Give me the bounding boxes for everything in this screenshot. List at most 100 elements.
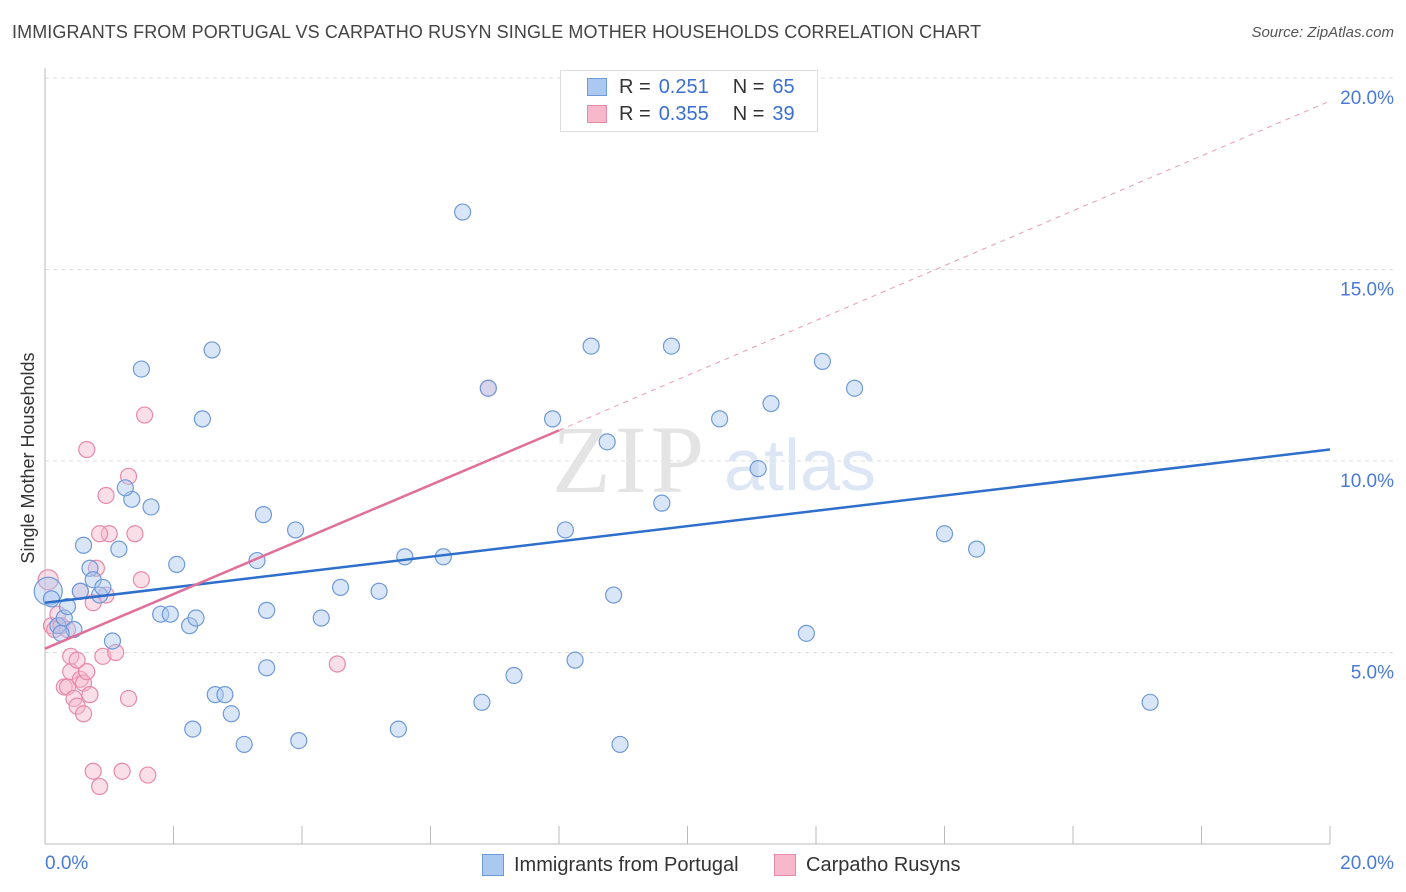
axes: Single Mother Households bbox=[18, 68, 1331, 845]
point-carpatho bbox=[81, 686, 99, 704]
trend-line-carpatho-extension bbox=[558, 100, 1331, 431]
point-portugal bbox=[290, 731, 308, 750]
y-tick-label: 5.0% bbox=[1351, 663, 1394, 684]
trend-line-portugal bbox=[44, 448, 1331, 604]
watermark-zip: ZIP bbox=[552, 406, 708, 513]
point-carpatho bbox=[37, 569, 59, 591]
chart-title: IMMIGRANTS FROM PORTUGAL VS CARPATHO RUS… bbox=[12, 22, 982, 42]
point-portugal bbox=[142, 498, 160, 516]
point-portugal bbox=[797, 624, 815, 642]
point-portugal bbox=[845, 379, 864, 397]
point-portugal bbox=[235, 735, 253, 754]
point-portugal bbox=[611, 735, 629, 754]
legend-item-portugal: Immigrants from Portugal bbox=[482, 852, 739, 878]
legend-r-value: 0.251 bbox=[658, 75, 709, 98]
legend-r-value: 0.355 bbox=[658, 102, 709, 125]
legend-item-carpatho: Carpatho Rusyns bbox=[774, 852, 961, 878]
point-portugal bbox=[813, 352, 832, 371]
point-portugal bbox=[389, 720, 407, 738]
point-carpatho bbox=[119, 689, 138, 708]
legend-row-carpatho: R = 0.355 N = 39 bbox=[587, 102, 795, 126]
point-portugal bbox=[58, 597, 77, 616]
y-tick-label: 20.0% bbox=[1340, 88, 1394, 109]
point-portugal bbox=[1141, 693, 1159, 711]
legend-swatch-portugal bbox=[482, 854, 504, 876]
point-portugal bbox=[370, 582, 388, 600]
point-portugal bbox=[749, 460, 767, 478]
point-carpatho bbox=[328, 655, 346, 673]
point-portugal bbox=[222, 705, 240, 723]
point-portugal bbox=[543, 410, 562, 428]
point-portugal bbox=[184, 720, 202, 738]
point-carpatho bbox=[135, 406, 154, 424]
point-carpatho bbox=[78, 663, 96, 681]
point-carpatho bbox=[94, 647, 112, 665]
point-carpatho bbox=[91, 525, 109, 543]
point-portugal bbox=[598, 433, 616, 451]
point-carpatho bbox=[126, 525, 144, 543]
point-carpatho bbox=[100, 525, 118, 543]
point-portugal bbox=[116, 479, 134, 497]
point-portugal bbox=[216, 686, 234, 704]
point-carpatho bbox=[113, 762, 131, 780]
point-portugal bbox=[653, 494, 671, 512]
point-carpatho bbox=[132, 571, 150, 589]
point-portugal bbox=[168, 555, 186, 574]
y-axis-title: Single Mother Households bbox=[18, 352, 38, 563]
legend-n-value: 39 bbox=[772, 102, 795, 125]
point-portugal bbox=[187, 609, 205, 627]
point-portugal bbox=[711, 410, 729, 428]
point-carpatho bbox=[97, 486, 115, 505]
x-tick-label: 20.0% bbox=[1340, 853, 1394, 874]
point-portugal bbox=[454, 203, 472, 221]
legend-n-label: N = bbox=[732, 75, 765, 98]
point-portugal bbox=[505, 666, 523, 685]
point-carpatho bbox=[74, 705, 93, 723]
legend-label-portugal: Immigrants from Portugal bbox=[514, 853, 739, 876]
point-portugal bbox=[203, 341, 221, 359]
point-portugal bbox=[258, 601, 276, 619]
legend-row-portugal: R = 0.251 N = 65 bbox=[587, 75, 795, 99]
point-portugal bbox=[132, 360, 150, 378]
point-portugal bbox=[582, 337, 600, 355]
grid-lines bbox=[45, 77, 1394, 653]
point-portugal bbox=[110, 540, 128, 558]
source-label: Source: ZipAtlas.com bbox=[1251, 24, 1394, 41]
legend-r-label: R = bbox=[619, 102, 651, 125]
point-portugal bbox=[103, 632, 122, 650]
legend-swatch-portugal bbox=[587, 78, 607, 96]
point-portugal bbox=[935, 525, 954, 543]
point-carpatho bbox=[68, 651, 86, 669]
point-carpatho bbox=[84, 762, 102, 780]
tick-labels: 5.0% 10.0% 15.0% 20.0% 0.0% 20.0% bbox=[45, 88, 1394, 874]
point-portugal bbox=[479, 379, 497, 397]
point-carpatho bbox=[91, 777, 109, 796]
point-carpatho bbox=[139, 766, 157, 784]
point-portugal bbox=[331, 578, 350, 596]
x-tick-label: 0.0% bbox=[45, 853, 88, 874]
point-portugal bbox=[193, 410, 212, 428]
legend-swatch-carpatho bbox=[587, 105, 607, 123]
y-tick-label: 15.0% bbox=[1340, 280, 1394, 301]
watermark: ZIP atlas bbox=[552, 406, 876, 513]
point-portugal bbox=[74, 536, 93, 554]
point-portugal bbox=[152, 605, 170, 623]
legend-n-value: 65 bbox=[772, 75, 795, 98]
trend-line-carpatho bbox=[44, 429, 560, 650]
watermark-atlas: atlas bbox=[724, 426, 876, 506]
point-portugal bbox=[206, 686, 224, 704]
correlation-legend: R = 0.251 N = 65 R = 0.355 N = 39 bbox=[560, 70, 818, 132]
point-portugal bbox=[258, 659, 276, 677]
point-portugal bbox=[254, 506, 273, 524]
point-carpatho bbox=[78, 440, 96, 459]
point-portugal bbox=[396, 548, 414, 566]
point-portugal bbox=[662, 337, 681, 355]
point-portugal bbox=[161, 605, 179, 623]
legend-label-carpatho: Carpatho Rusyns bbox=[806, 853, 961, 876]
legend-n-label: N = bbox=[732, 102, 765, 125]
point-portugal bbox=[566, 651, 584, 669]
point-portugal bbox=[286, 521, 305, 539]
point-portugal bbox=[312, 609, 330, 627]
point-portugal bbox=[94, 578, 112, 596]
